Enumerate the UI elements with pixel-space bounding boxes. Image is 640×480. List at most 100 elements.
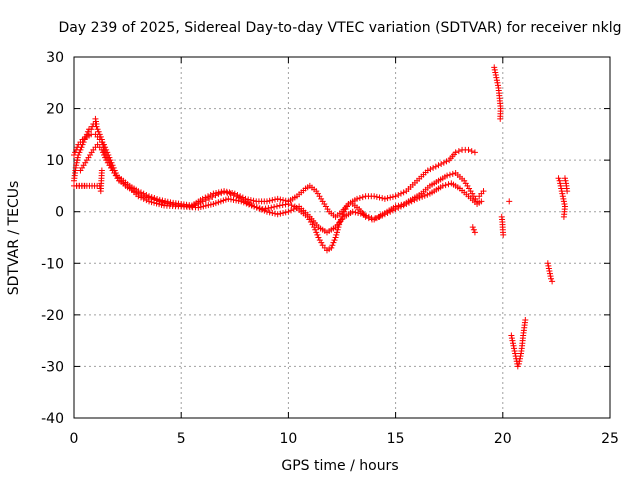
data-point [516,355,523,362]
data-point [508,335,515,342]
data-point [261,207,268,214]
data-point [545,265,552,272]
data-point [277,196,284,203]
data-point [511,345,518,352]
data-point [330,239,337,246]
data-point [318,239,325,246]
data-point [146,193,153,200]
data-point [265,205,272,212]
data-point [202,194,209,201]
data-point [455,148,462,155]
plot-frame [73,56,611,419]
data-point [408,198,415,205]
data-point [387,194,394,201]
data-point [508,332,515,339]
data-point [226,189,233,196]
x-tick-label: 10 [279,431,297,447]
x-axis-title: GPS time / hours [281,458,398,474]
data-point [395,191,402,198]
data-point [493,74,500,81]
x-tick-label: 0 [70,431,79,447]
data-point [227,196,234,203]
data-point [138,194,144,201]
data-point [549,278,556,285]
data-point [491,64,498,71]
data-point [444,172,451,179]
data-point [333,229,340,236]
data-point [371,193,378,200]
data-point [143,197,150,204]
data-point [280,197,287,204]
data-point [238,198,245,205]
data-point [288,202,295,209]
data-point [140,190,147,197]
data-point [231,190,238,197]
data-point [197,203,204,210]
data-point [225,195,232,202]
data-point [207,191,214,198]
data-point [381,195,388,202]
data-point [509,340,516,347]
data-point [74,154,81,161]
data-point [512,350,519,357]
data-point [516,358,523,365]
data-point [84,128,91,135]
data-point [73,146,80,153]
data-point [514,363,521,370]
data-point [356,194,363,201]
data-point [439,182,446,189]
data-point [162,198,169,205]
data-point [470,226,477,233]
y-tick-label: 10 [46,153,64,169]
data-point [360,211,367,218]
data-markers [71,64,571,370]
data-point [222,196,229,203]
data-point [400,202,407,209]
data-point [195,204,202,211]
x-tick-label: 25 [601,431,619,447]
y-axis-title: SDTVAR / TECUs [6,181,22,296]
chart-title: Day 239 of 2025, Sidereal Day-to-day VTE… [59,20,622,36]
data-point [392,193,399,200]
data-point [268,204,275,211]
data-point [406,199,412,206]
data-point [212,200,219,207]
data-point [233,197,240,204]
data-point [400,189,407,196]
data-point [223,188,230,195]
data-point [336,219,343,226]
data-point [546,268,553,275]
data-point [564,188,571,195]
data-point [443,158,450,165]
data-point [273,203,280,210]
y-tick-label: 30 [46,50,64,66]
data-point [449,170,456,177]
x-tick-label: 15 [387,431,405,447]
axis-ticks: 0 5 10 15 20 25 -40 -30 -20 -10 0 10 20 30 [41,50,619,447]
data-point [243,200,250,207]
y-tick-label: -40 [41,411,64,427]
data-point [151,199,158,206]
data-point [92,118,99,125]
data-point [357,210,364,217]
x-tick-label: 5 [177,431,186,447]
data-point [438,161,445,168]
data-point [562,177,569,184]
data-point [276,202,283,209]
data-point [237,193,244,200]
data-point [153,200,160,207]
data-point [355,210,362,217]
data-point [557,180,564,187]
data-point [101,151,108,158]
data-point [253,204,260,211]
data-point [494,82,501,89]
data-point [207,201,214,208]
data-point [239,194,246,201]
y-tick-label: -30 [41,359,64,375]
data-point [210,200,217,207]
data-point [94,126,101,133]
data-point [469,224,476,231]
data-point [492,69,499,76]
data-point [511,347,518,354]
data-point [242,195,249,202]
